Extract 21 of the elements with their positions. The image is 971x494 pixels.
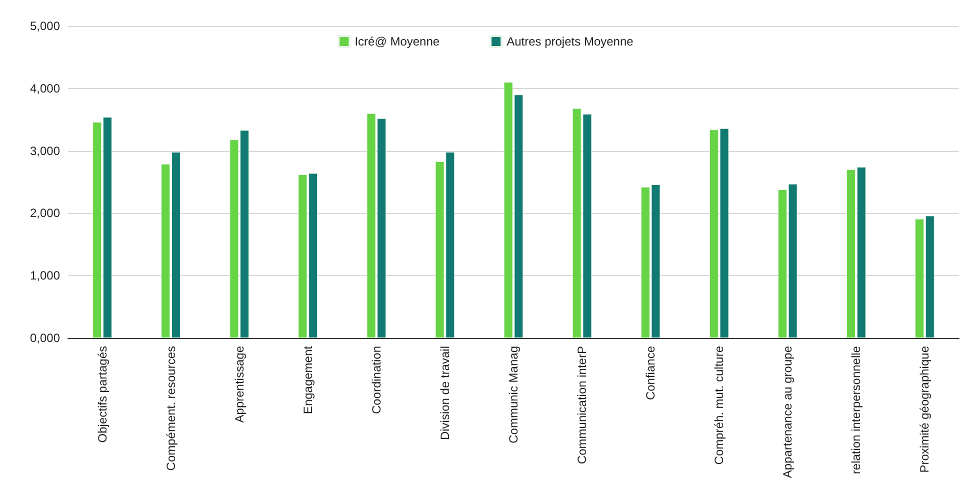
- legend-label: Icré@ Moyenne: [354, 34, 440, 48]
- y-tick-label: 0,000: [30, 331, 60, 345]
- x-tick-label: Compément. resources: [164, 346, 178, 471]
- y-tick-label: 4,000: [30, 81, 60, 96]
- x-tick-label: Confiance: [644, 346, 658, 400]
- x-tick-label: Objectifs partagés: [95, 346, 110, 443]
- y-tick-label: 5,000: [30, 19, 60, 33]
- x-tick-label: Division de travail: [438, 346, 452, 440]
- x-tick-label: Communic Manag: [506, 346, 520, 444]
- x-tick-label: relation interpersonnelle: [849, 346, 864, 474]
- x-tick-label: Engagement: [300, 345, 315, 414]
- x-tick-label: Communication interP: [575, 346, 590, 464]
- x-tick-label: Proximité géographique: [918, 346, 932, 473]
- y-tick-label: 3,000: [30, 144, 60, 158]
- x-tick-label: Coordination: [369, 346, 384, 414]
- y-tick-label: 2,000: [30, 206, 60, 220]
- x-tick-label: Compréh. mut. culture: [712, 346, 726, 465]
- legend-label: Autres projets Moyenne: [506, 34, 634, 48]
- y-tick-label: 1,000: [30, 268, 60, 283]
- x-tick-label: Apprentissage: [232, 346, 246, 423]
- x-tick-label: Appartenance au groupe: [780, 346, 795, 478]
